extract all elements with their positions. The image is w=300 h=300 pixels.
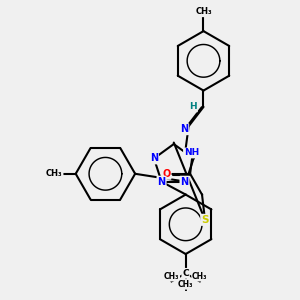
Text: H: H: [189, 102, 197, 111]
Text: N: N: [158, 177, 166, 187]
Text: N: N: [150, 153, 158, 164]
Text: CH₃: CH₃: [195, 7, 212, 16]
Text: N: N: [181, 177, 189, 187]
Text: CH₃: CH₃: [46, 169, 63, 178]
Text: N: N: [180, 124, 188, 134]
Text: C: C: [182, 269, 189, 278]
Text: O: O: [162, 169, 170, 179]
Text: CH₃: CH₃: [192, 272, 208, 281]
Text: CH₃: CH₃: [178, 280, 194, 289]
Text: CH₃: CH₃: [164, 272, 179, 281]
Text: S: S: [201, 215, 209, 225]
Text: NH: NH: [184, 148, 199, 158]
